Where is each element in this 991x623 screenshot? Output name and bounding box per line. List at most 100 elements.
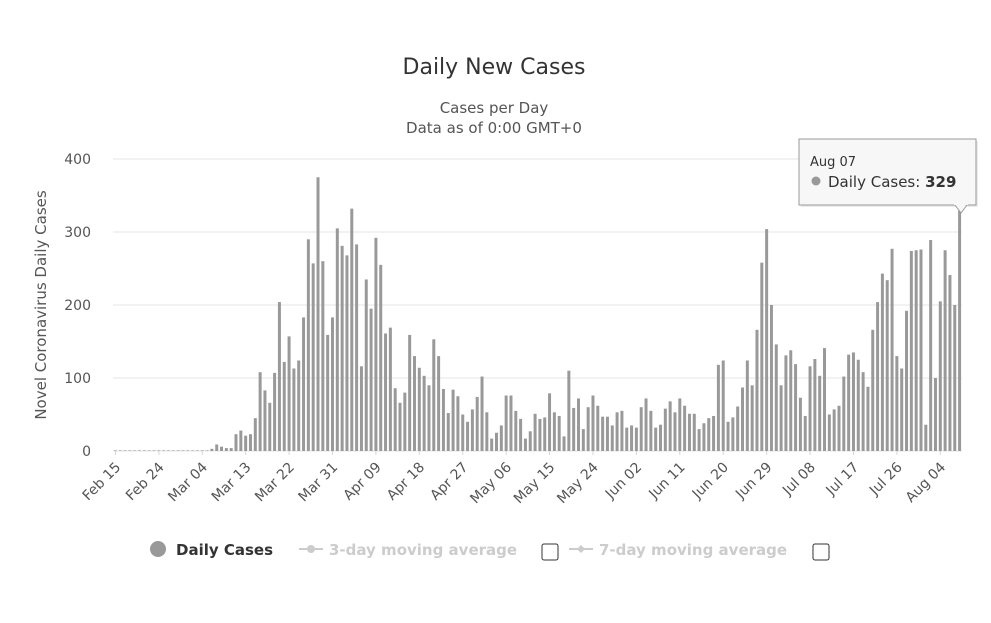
bar[interactable] — [355, 244, 359, 451]
bar[interactable] — [712, 415, 716, 451]
bar[interactable] — [644, 398, 648, 451]
bar[interactable] — [779, 385, 783, 451]
bar[interactable] — [519, 418, 523, 451]
bar[interactable] — [306, 239, 310, 451]
bar[interactable] — [171, 450, 175, 451]
bar[interactable] — [668, 401, 672, 451]
bar[interactable] — [716, 364, 720, 451]
bar[interactable] — [451, 389, 455, 451]
bar[interactable] — [470, 409, 474, 451]
bar[interactable] — [596, 405, 600, 451]
bar[interactable] — [649, 410, 653, 451]
bar[interactable] — [446, 413, 450, 451]
bar[interactable] — [311, 263, 315, 451]
bar[interactable] — [567, 370, 571, 451]
bar[interactable] — [533, 413, 537, 451]
bar[interactable] — [128, 450, 132, 451]
bar[interactable] — [490, 438, 494, 451]
bar[interactable] — [639, 407, 643, 451]
bar[interactable] — [683, 405, 687, 451]
bar[interactable] — [268, 402, 272, 451]
bar[interactable] — [721, 360, 725, 451]
bar[interactable] — [475, 396, 479, 451]
bar[interactable] — [138, 450, 142, 451]
bar[interactable] — [832, 409, 836, 451]
bar[interactable] — [538, 418, 542, 451]
bar[interactable] — [876, 302, 880, 451]
bar[interactable] — [191, 450, 195, 451]
bar[interactable] — [890, 248, 894, 451]
bar[interactable] — [480, 376, 484, 451]
bar[interactable] — [577, 398, 580, 451]
bar[interactable] — [678, 398, 682, 451]
bar[interactable] — [152, 450, 156, 451]
bar[interactable] — [630, 425, 634, 451]
bar[interactable] — [292, 368, 296, 451]
bar[interactable] — [379, 264, 383, 451]
bar[interactable] — [248, 434, 252, 451]
bar[interactable] — [673, 412, 677, 451]
bar[interactable] — [162, 450, 166, 451]
bar[interactable] — [316, 177, 320, 451]
bar[interactable] — [586, 407, 590, 451]
bar[interactable] — [514, 410, 518, 451]
bar[interactable] — [847, 354, 851, 451]
bar[interactable] — [736, 406, 740, 451]
bar[interactable] — [861, 372, 865, 451]
bar[interactable] — [803, 415, 807, 451]
bar[interactable] — [842, 376, 846, 451]
bar[interactable] — [413, 356, 416, 451]
bar[interactable] — [229, 448, 233, 451]
bar[interactable] — [895, 356, 899, 451]
bar[interactable] — [220, 446, 224, 451]
bar[interactable] — [234, 434, 238, 451]
bar[interactable] — [495, 432, 498, 451]
bar[interactable] — [166, 450, 170, 451]
bar[interactable] — [186, 450, 190, 451]
bar[interactable] — [224, 448, 228, 451]
bar[interactable] — [823, 348, 827, 451]
bar[interactable] — [813, 359, 817, 451]
bar[interactable] — [765, 229, 769, 451]
bar[interactable] — [403, 392, 407, 451]
bar[interactable] — [273, 372, 277, 451]
bar[interactable] — [330, 317, 334, 451]
bar[interactable] — [750, 385, 754, 451]
legend-3day-checkbox[interactable] — [541, 543, 559, 561]
bar[interactable] — [687, 413, 691, 451]
bar[interactable] — [789, 350, 793, 451]
bar[interactable] — [745, 360, 749, 451]
bar[interactable] — [948, 275, 952, 451]
bar[interactable] — [543, 417, 547, 451]
bar[interactable] — [384, 333, 388, 451]
bar[interactable] — [417, 367, 421, 451]
bar[interactable] — [258, 372, 262, 451]
bar[interactable] — [147, 450, 151, 451]
bar[interactable] — [302, 317, 306, 451]
bar[interactable] — [398, 402, 402, 451]
bar[interactable] — [244, 435, 248, 451]
bar[interactable] — [432, 339, 436, 451]
bar[interactable] — [321, 261, 325, 451]
bar[interactable] — [953, 305, 957, 451]
bar[interactable] — [456, 396, 460, 451]
bar[interactable] — [914, 250, 918, 451]
bar[interactable] — [113, 450, 117, 451]
bar[interactable] — [504, 395, 508, 451]
bar[interactable] — [562, 436, 566, 451]
bar[interactable] — [523, 438, 527, 451]
bar[interactable] — [755, 329, 759, 451]
bar[interactable] — [466, 421, 470, 451]
bar[interactable] — [905, 310, 909, 451]
bar[interactable] — [499, 425, 503, 451]
bar[interactable] — [345, 255, 349, 451]
bar[interactable] — [350, 208, 354, 451]
bar[interactable] — [210, 448, 214, 451]
bar[interactable] — [591, 395, 595, 451]
bar[interactable] — [933, 378, 937, 451]
bar[interactable] — [885, 280, 889, 451]
bar[interactable] — [263, 390, 267, 451]
bar[interactable] — [461, 414, 465, 452]
bar[interactable] — [157, 450, 161, 451]
bar[interactable] — [837, 405, 841, 451]
